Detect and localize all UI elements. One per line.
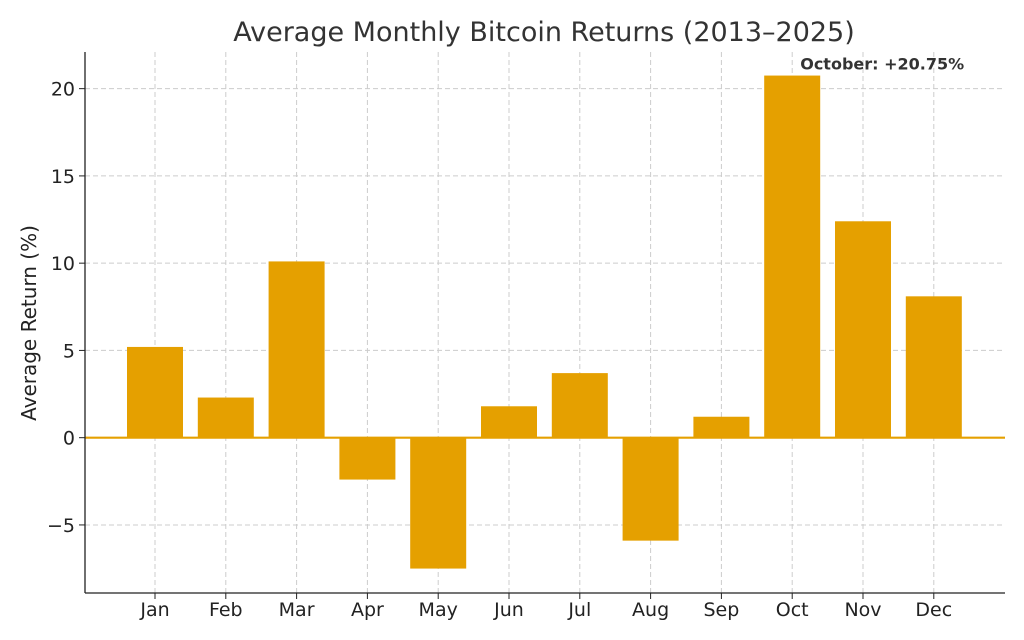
axes — [79, 52, 1005, 599]
bar-jun — [481, 406, 537, 438]
x-tick-label: Aug — [632, 599, 669, 621]
y-tick-label: 15 — [51, 166, 75, 188]
y-axis-label: Average Return (%) — [17, 225, 41, 421]
bar-aug — [622, 437, 679, 541]
bar-jul — [551, 373, 608, 438]
x-tick-label: Feb — [209, 599, 243, 621]
bars — [127, 75, 962, 569]
x-tick-label: Sep — [703, 599, 739, 621]
y-tick-label: 20 — [51, 79, 75, 101]
x-tick-label: May — [419, 599, 458, 621]
bar-may — [410, 437, 467, 569]
bar-dec — [905, 296, 962, 438]
x-tick-label: Apr — [351, 599, 384, 621]
bar-apr — [339, 437, 396, 480]
x-tick-label: Mar — [279, 599, 315, 621]
x-tick-label: Jul — [567, 599, 591, 621]
y-tick-label: 0 — [63, 428, 75, 450]
bar-nov — [835, 221, 891, 438]
y-tick-label: −5 — [47, 515, 75, 537]
y-tick-label: 5 — [63, 340, 75, 362]
annotation-label: October: +20.75% — [800, 55, 964, 74]
bar-feb — [197, 397, 254, 438]
y-tick-label: 10 — [51, 253, 75, 275]
chart-title: Average Monthly Bitcoin Returns (2013–20… — [233, 17, 855, 48]
bar-sep — [693, 416, 750, 438]
bar-mar — [268, 261, 325, 438]
bar-jan — [127, 346, 183, 438]
x-tick-label: Nov — [844, 599, 881, 621]
tick-labels: −5 0 5 10 15 20 Jan Feb Mar Apr May Jun Jul Aug Sep Oct… — [47, 79, 952, 621]
x-tick-label: Jun — [493, 599, 524, 621]
x-tick-label: Jan — [139, 599, 169, 621]
x-tick-label: Dec — [915, 599, 952, 621]
x-tick-label: Oct — [776, 599, 809, 621]
bar-oct — [764, 75, 821, 438]
